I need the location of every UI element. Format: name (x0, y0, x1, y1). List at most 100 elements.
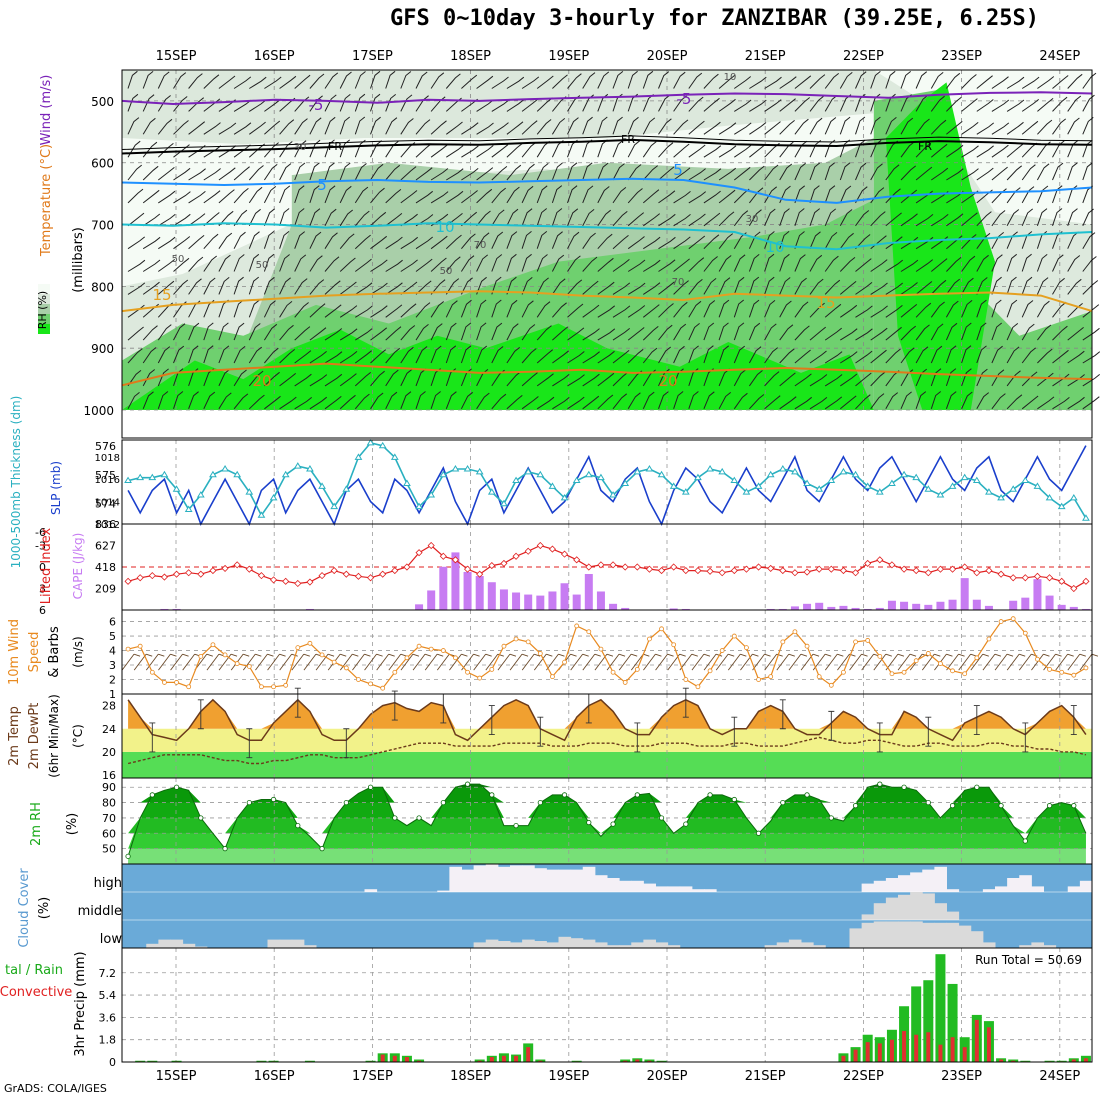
rh-marker (343, 799, 349, 806)
wind-barb (597, 186, 610, 204)
cape-bar (499, 589, 508, 610)
lifted-index-marker (185, 569, 193, 577)
wind-speed-marker (1035, 656, 1040, 662)
wind-barb (400, 213, 418, 227)
wind-barb (961, 168, 979, 181)
cloud-low-bar (958, 925, 972, 948)
wind-barb (552, 350, 570, 364)
cape-bar (584, 573, 593, 610)
wind-barb (294, 140, 307, 158)
cloud-middle-bar (861, 914, 875, 920)
wind-speed-marker (1010, 616, 1016, 622)
wind-barb (415, 280, 432, 295)
wind-barb (536, 254, 548, 272)
wind-barb (718, 233, 734, 250)
wind-barb (294, 254, 307, 272)
wind-barb (976, 254, 989, 272)
wind-barb (976, 145, 994, 158)
thickness-marker (524, 467, 533, 475)
wind-barb (279, 277, 291, 295)
wind-barb (370, 305, 388, 318)
wind-barb (536, 119, 552, 135)
wind-barb (809, 74, 826, 89)
cape-bar (912, 603, 921, 610)
precip-convective-bar (526, 1047, 531, 1062)
rh-axis-label: RH (%) (36, 291, 49, 329)
cloud-high-bar (594, 875, 608, 892)
lifted-index-marker (391, 567, 399, 575)
rh-marker (852, 803, 859, 809)
wind-barb (1082, 374, 1100, 387)
surface-wind-barb (255, 653, 274, 671)
precip-convective-bar (914, 1034, 919, 1062)
surface-wind-barb (388, 653, 407, 671)
isotherm-15 (121, 290, 1093, 313)
wind-barb (173, 345, 185, 364)
wind-barb (673, 214, 691, 227)
credit-label: GrADS: COLA/IGES (4, 1082, 107, 1095)
wind-barb (1067, 208, 1078, 226)
rh-contour-label: 50 (256, 260, 269, 271)
cape-bar (887, 600, 896, 610)
thickness-marker (330, 502, 339, 510)
wind-barb (794, 75, 812, 89)
wind-barb (521, 208, 533, 226)
precip-total-bar (1056, 1060, 1067, 1062)
min-max-bar (488, 705, 495, 736)
wind-barb (567, 255, 581, 272)
rh-marker (1022, 838, 1028, 844)
thickness-marker (136, 473, 145, 481)
wind-barb (991, 393, 1006, 410)
wind-barb (173, 96, 188, 112)
wind-barb (961, 122, 979, 135)
bottom-date-label: 22SEP (843, 1069, 884, 1084)
wind-barb (294, 302, 309, 318)
wind-barb (764, 371, 780, 387)
wind-barb (248, 276, 260, 295)
surface-wind-barb (703, 653, 723, 671)
cape-tick-label: 209 (95, 583, 116, 596)
temp-band-green (122, 751, 1092, 778)
wind-barb (476, 276, 487, 295)
wind-barb (1037, 324, 1052, 341)
wind-barb (824, 139, 836, 158)
wind-barb (1052, 208, 1063, 226)
wind-barb (233, 166, 250, 181)
wind-barb (946, 72, 961, 89)
wind-barb (264, 347, 279, 364)
thickness-marker (778, 464, 787, 472)
thickness-marker (209, 470, 217, 478)
wind-barb (445, 234, 462, 250)
precip-axis-label: 3hr Precip (mm) (73, 951, 88, 1056)
wind-barb (627, 305, 646, 318)
cape-bar (669, 608, 678, 610)
wind-speed-marker (356, 677, 361, 682)
wind-barb (915, 118, 930, 135)
wind-barb (491, 276, 502, 295)
isotherm-20 (121, 362, 1093, 387)
lifted-index-marker (342, 570, 350, 578)
wind-barb (946, 168, 964, 181)
wind-barb (824, 327, 843, 341)
rh-marker (416, 815, 422, 821)
cape-bar (305, 608, 314, 610)
wind-barb (415, 324, 429, 341)
wind-barb (324, 280, 341, 295)
min-max-bar (294, 687, 301, 718)
cape-bar (536, 595, 545, 610)
cloud-low-bar (776, 942, 790, 948)
cape-bar (451, 552, 460, 610)
precip-total-bar (304, 1060, 315, 1062)
wind-barb (552, 302, 567, 318)
wind-barb (976, 277, 988, 295)
lifted-index-marker (791, 569, 799, 577)
cloud-high-bar (510, 865, 523, 892)
cloud-high-bar (607, 878, 620, 892)
wind-barb (536, 277, 549, 295)
wind-barb (749, 187, 764, 204)
wind-barb (733, 322, 745, 341)
wind-barb (915, 71, 928, 89)
wind-barb (945, 345, 957, 364)
rh-marker (319, 846, 325, 852)
precip-convective-bar (926, 1032, 931, 1062)
